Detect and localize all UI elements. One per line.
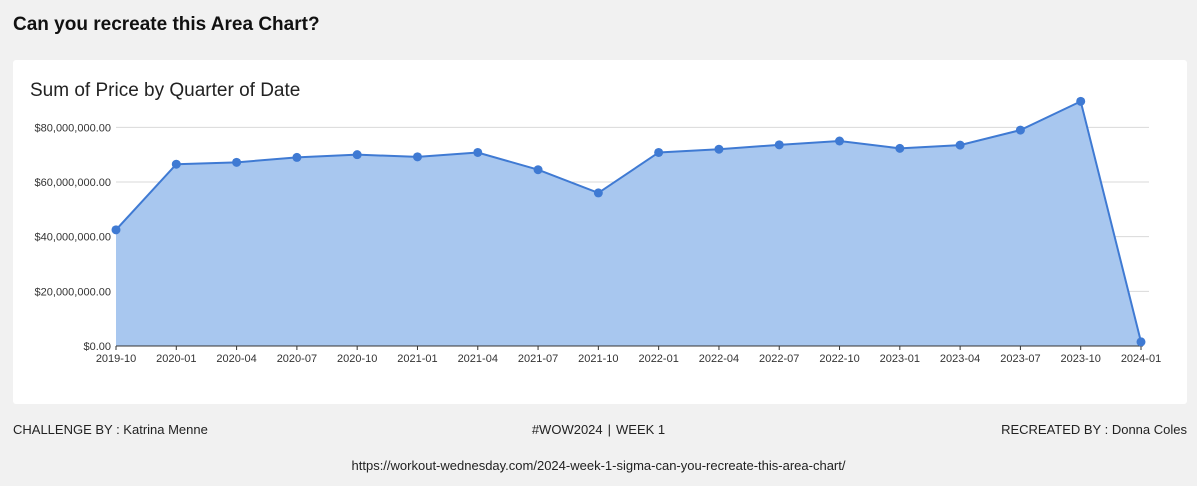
x-tick-label: 2021-01: [397, 353, 437, 365]
area-fill: [116, 101, 1141, 346]
x-tick-label: 2022-01: [638, 353, 678, 365]
challenge-url[interactable]: https://workout-wednesday.com/2024-week-…: [351, 458, 846, 473]
data-point[interactable]: [955, 140, 965, 150]
week-label: WEEK 1: [616, 422, 666, 437]
y-tick-label: $0.00: [83, 341, 111, 353]
x-tick-label: 2023-01: [880, 353, 920, 365]
page-title: Can you recreate this Area Chart?: [13, 14, 320, 35]
x-tick-label: 2020-04: [216, 353, 256, 365]
week-tag: #WOW2024 | WEEK 1: [0, 422, 1197, 437]
x-tick-label: 2023-04: [940, 353, 980, 365]
data-point[interactable]: [171, 159, 181, 169]
data-point[interactable]: [412, 152, 422, 162]
data-point[interactable]: [292, 152, 302, 162]
x-tick-label: 2023-10: [1061, 353, 1101, 365]
x-tick-label: 2021-07: [518, 353, 558, 365]
x-tick-label: 2022-10: [819, 353, 859, 365]
x-tick-label: 2023-07: [1000, 353, 1040, 365]
data-point[interactable]: [1136, 337, 1146, 347]
data-point[interactable]: [774, 140, 784, 150]
data-point[interactable]: [352, 150, 362, 160]
chart-title: Sum of Price by Quarter of Date: [30, 80, 301, 101]
recreated-by: RECREATED BY : Donna Coles: [1001, 422, 1187, 437]
data-point[interactable]: [111, 225, 121, 235]
separator: |: [607, 422, 612, 437]
x-tick-label: 2020-01: [156, 353, 196, 365]
y-tick-label: $80,000,000.00: [35, 122, 111, 134]
x-tick-label: 2021-04: [458, 353, 498, 365]
data-point[interactable]: [654, 147, 664, 157]
data-point[interactable]: [232, 157, 242, 167]
data-point[interactable]: [533, 165, 543, 175]
x-tick-label: 2020-07: [277, 353, 317, 365]
wow-tag: #WOW2024: [531, 422, 603, 437]
series-line: [115, 99, 1142, 343]
y-tick-label: $20,000,000.00: [35, 286, 111, 298]
chart-card: Sum of Price by Quarter of Date $0.00 $20…: [13, 60, 1187, 404]
x-tick-label: 2020-10: [337, 353, 377, 365]
x-tick-label: 2022-04: [699, 353, 739, 365]
x-tick-label: 2019-10: [96, 353, 136, 365]
y-tick-label: $60,000,000.00: [35, 177, 111, 189]
data-point[interactable]: [714, 144, 724, 154]
data-point[interactable]: [835, 136, 845, 146]
x-tick-label: 2022-07: [759, 353, 799, 365]
data-point[interactable]: [593, 188, 603, 198]
data-point[interactable]: [1076, 96, 1086, 106]
area-chart: $0.00 $20,000,000.00 $40,000,000.00 $60,000…: [35, 96, 1161, 365]
x-tick-label: 2024-01: [1121, 353, 1161, 365]
data-point[interactable]: [473, 147, 483, 157]
data-point[interactable]: [895, 143, 905, 153]
challenge-by: CHALLENGE BY : Katrina Menne: [13, 422, 208, 437]
data-point[interactable]: [1015, 125, 1025, 135]
y-tick-label: $40,000,000.00: [35, 232, 111, 244]
x-tick-label: 2021-10: [578, 353, 618, 365]
